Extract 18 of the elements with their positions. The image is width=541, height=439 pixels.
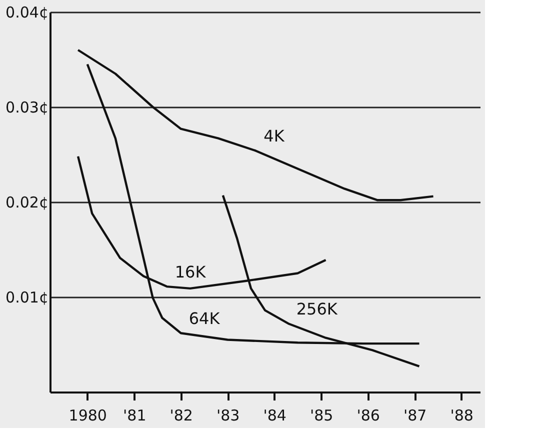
x-tick-label: '81 [123, 406, 146, 424]
series-label: 4K [264, 126, 285, 146]
x-tick-label: '82 [170, 406, 193, 424]
x-tick-label: '87 [403, 406, 427, 424]
x-tick-label: '84 [263, 406, 286, 424]
x-tick-label: '85 [310, 406, 334, 424]
y-tick-label: 0.03¢ [6, 98, 48, 116]
x-tick-label: '83 [216, 406, 240, 424]
y-tick-label: 0.01¢ [6, 288, 48, 306]
x-tick-label: 1980 [68, 406, 107, 424]
line-series [76, 48, 434, 202]
y-tick-label: 0.04¢ [6, 4, 48, 22]
x-tick-label: '88 [450, 406, 474, 424]
x-tick-label: '86 [356, 406, 380, 424]
series-label: 16K [174, 262, 206, 282]
series-label: 256K [296, 300, 338, 319]
y-tick-label: 0.02¢ [6, 194, 48, 212]
series-label: 64K [188, 309, 220, 328]
